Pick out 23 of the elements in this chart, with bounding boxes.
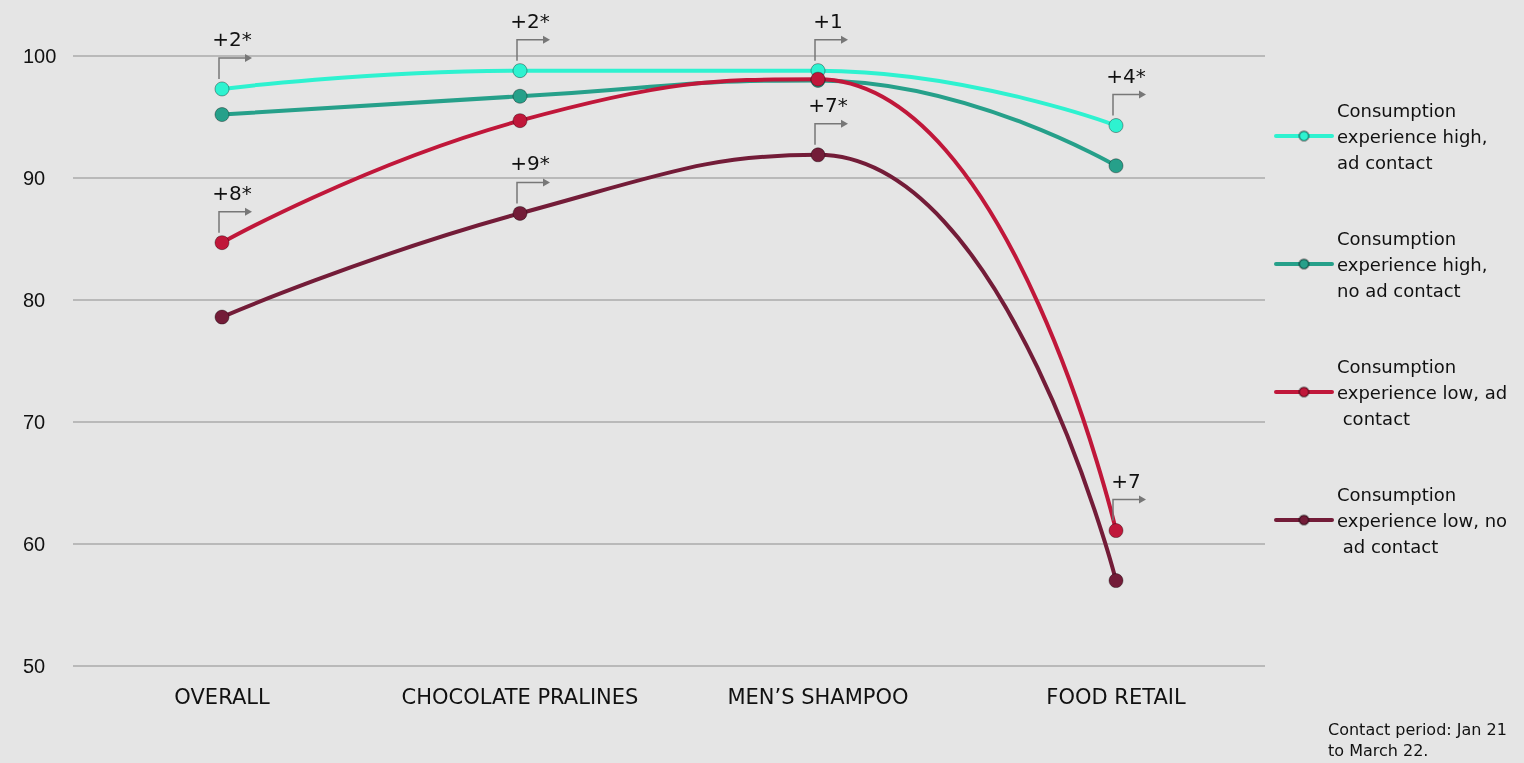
legend-label: Consumption experience low, no ad contact [1337,483,1508,557]
x-tick-label: CHOCOLATE PRALINES [401,684,639,709]
text: Contact period: Jan 21 to March 22. [1328,719,1508,761]
annotation: +4* [1106,63,1146,88]
y-tick-label: 70 [23,411,46,433]
x-tick-label: FOOD RETAIL [1046,684,1186,709]
legend-label: Consumption experience low, ad contact [1337,355,1508,429]
x-tick-label: OVERALL [174,684,270,709]
y-tick-label: 80 [23,289,46,311]
annotation: +2* [510,8,550,33]
y-tick-label: 90 [23,167,46,189]
annotation: +8* [212,180,252,205]
legend-label: Consumption experience high, no ad contact [1337,227,1494,301]
y-tick-label: 100 [23,45,57,67]
y-tick-label: 60 [23,533,46,555]
annotation: +7* [808,92,848,117]
legend-label: Consumption experience high, ad contact [1337,99,1494,173]
y-tick-label: 50 [23,655,46,677]
annotation: +1 [813,8,843,33]
x-tick-label: MEN’S SHAMPOO [727,684,909,709]
annotation: +7 [1111,468,1141,493]
annotation: +2* [212,26,252,51]
annotation: +9* [510,151,550,176]
